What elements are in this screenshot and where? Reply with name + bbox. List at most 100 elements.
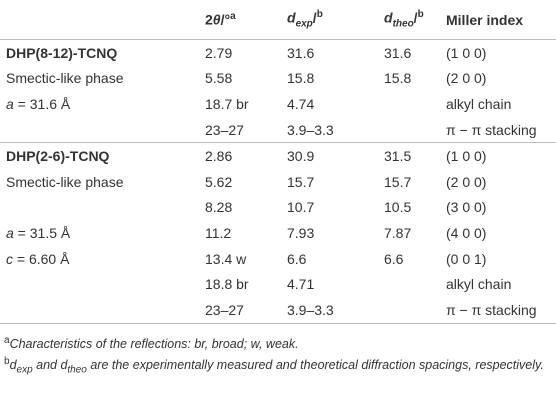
header-text: Miller index [446,11,524,28]
cell-text: Smectic-like phase [6,70,124,87]
table-cell: 23–27 [199,296,281,324]
header-text: /° [220,11,231,28]
cell-text: 4.71 [287,276,315,293]
table-row: c = 6.60 Å 13.4 w 6.6 6.6 (0 0 1) [0,246,556,272]
table-cell: 31.6 [378,40,440,66]
table-cell: (4 0 0) [440,220,556,246]
cell-text: 10.7 [287,199,315,216]
header-row: 2θ/°a dexp/b dtheo/b Miller index [0,0,556,40]
cell-text: (1 0 0) [446,148,487,165]
cell-text: alkyl chain [446,276,512,293]
cell-text: 3.9–3.3 [287,301,334,318]
table-cell: 15.7 [378,169,440,195]
footnote-text: Characteristics of the reflections: br, … [9,336,299,351]
table-cell: c = 6.60 Å [0,246,199,272]
cell-text: (0 0 1) [446,250,487,267]
cell-text: 31.6 [287,44,315,61]
table-cell: 10.5 [378,195,440,221]
footnote-text: b [4,355,10,367]
table-cell: 3.9–3.3 [281,296,378,324]
table-row: 23–27 3.9–3.3 π − π stacking [0,117,556,143]
table-cell: a = 31.6 Å [0,91,199,117]
table-row: 18.8 br 4.71 alkyl chain [0,271,556,297]
table-cell: 4.71 [281,271,378,297]
table-row: 8.28 10.7 10.5 (3 0 0) [0,195,556,221]
table-cell: 7.87 [378,220,440,246]
cell-text: 5.58 [205,70,233,87]
footnote-text: theo [67,364,87,376]
table-cell: (1 0 0) [440,40,556,66]
cell-text: 31.5 [384,148,412,165]
table-cell: 13.4 w [199,246,281,272]
cell-text: (2 0 0) [446,173,487,190]
cell-text: 18.7 br [205,95,249,112]
cell-text: 2.79 [205,44,233,61]
cell-text: (4 0 0) [446,224,487,241]
table-cell: a = 31.5 Å [0,220,199,246]
table-cell: DHP(8-12)-TCNQ [0,40,199,66]
table-cell: 15.8 [378,66,440,92]
table-cell [378,296,440,324]
table-row: DHP(8-12)-TCNQ 2.79 31.6 31.6 (1 0 0) [0,40,556,66]
table-cell: 3.9–3.3 [281,117,378,143]
footnotes: aCharacteristics of the reflections: br,… [0,324,556,379]
cell-text: alkyl chain [446,95,512,112]
cell-text: 15.8 [384,70,412,87]
table-cell: 23–27 [199,117,281,143]
cell-text: 15.8 [287,70,315,87]
footnote-text: exp [16,364,33,376]
table-cell: π − π stacking [440,296,556,324]
table-cell [0,117,199,143]
cell-text: (1 0 0) [446,44,487,61]
footnote-text: d [60,357,68,372]
table-cell: (1 0 0) [440,142,556,169]
table-cell: Smectic-like phase [0,169,199,195]
cell-text: Smectic-like phase [6,173,124,190]
table-cell: 6.6 [378,246,440,272]
header-cell [0,0,199,40]
cell-text: 23–27 [205,301,244,318]
table-cell [378,271,440,297]
header-text: θ [212,11,221,28]
table-cell: π − π stacking [440,117,556,143]
table-cell: 31.5 [378,142,440,169]
footnote-text: are the experimentally measured and theo… [86,357,544,372]
table-cell [0,271,199,297]
table-cell: 18.7 br [199,91,281,117]
cell-text: 7.93 [287,224,315,241]
cell-text: a [6,224,14,241]
cell-text: 15.7 [287,173,315,190]
cell-text: 3.9–3.3 [287,121,334,138]
table-cell: 5.62 [199,169,281,195]
cell-text: = 6.60 Å [13,250,70,267]
cell-text: DHP(2-6)-TCNQ [6,148,110,165]
cell-text: (3 0 0) [446,199,487,216]
header-text: d [287,9,296,26]
header-text: theo [392,18,414,30]
cell-text: 11.2 [205,224,232,241]
table-cell: alkyl chain [440,271,556,297]
header-text: a [230,11,236,23]
cell-text: 10.5 [384,199,412,216]
table-cell: (0 0 1) [440,246,556,272]
footnote: aCharacteristics of the reflections: br,… [4,332,552,353]
table-cell: (3 0 0) [440,195,556,221]
table-cell: 7.93 [281,220,378,246]
table-row: Smectic-like phase 5.62 15.7 15.7 (2 0 0) [0,169,556,195]
header-text: exp [295,18,313,30]
footnote-text: and [32,357,61,372]
table-row: Smectic-like phase 5.58 15.8 15.8 (2 0 0) [0,66,556,92]
table-cell: 6.6 [281,246,378,272]
table-cell: 31.6 [281,40,378,66]
table-cell: (2 0 0) [440,169,556,195]
cell-text: 6.6 [287,250,307,267]
cell-text: π − π stacking [446,121,537,138]
header-cell: 2θ/°a [199,0,281,40]
header-text: 2 [205,11,213,28]
cell-text: 30.9 [287,148,315,165]
cell-text: = 31.5 Å [13,224,71,241]
table-cell: 10.7 [281,195,378,221]
cell-text: 13.4 w [205,250,247,267]
table-cell: 2.86 [199,142,281,169]
cell-text: a [6,95,14,112]
